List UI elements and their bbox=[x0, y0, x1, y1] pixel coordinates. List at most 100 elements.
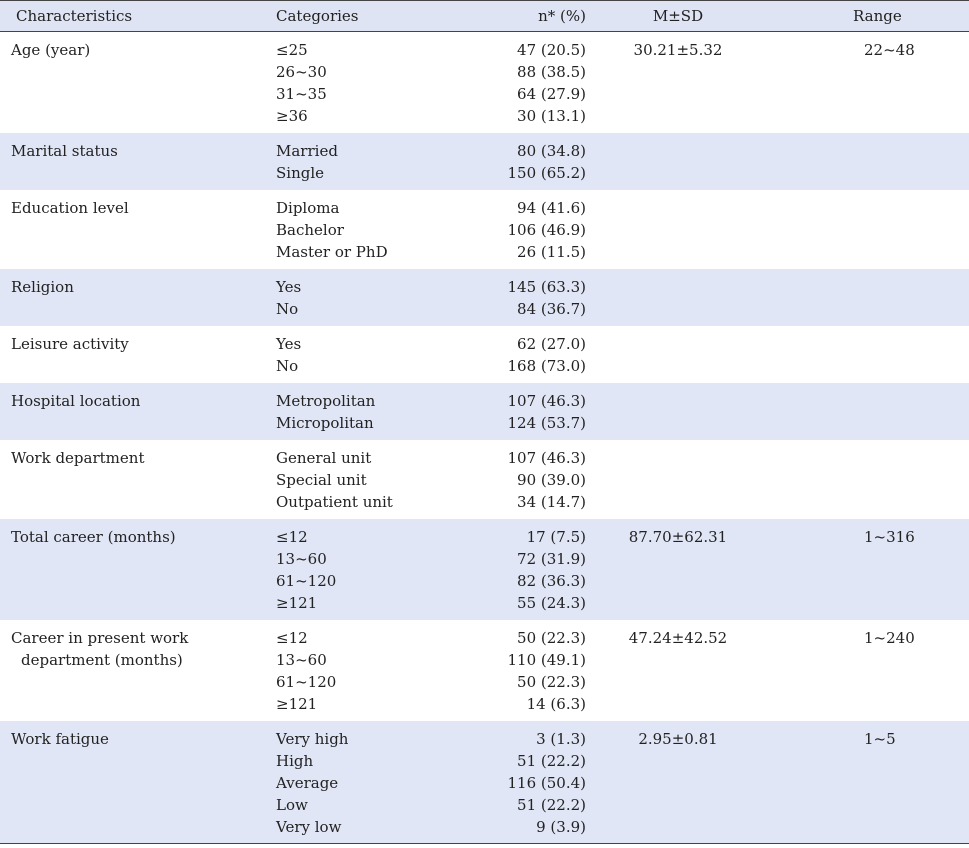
range-value: 1~5 bbox=[864, 730, 896, 748]
category-label: 31~35 bbox=[276, 85, 327, 103]
characteristic-cell: Work department bbox=[0, 447, 270, 519]
n-pct-value: 72 (31.9) bbox=[517, 550, 586, 568]
msd-value bbox=[586, 276, 770, 298]
categories-cell: ≤12 13~60 61~120 ≥121 bbox=[270, 627, 500, 721]
characteristic-label: Total career (months) bbox=[11, 528, 176, 546]
n-pct-value: 124 (53.7) bbox=[507, 414, 586, 432]
n-pct-value: 88 (38.5) bbox=[517, 63, 586, 81]
n-pct-cell: 107 (46.3) 124 (53.7) bbox=[500, 390, 586, 440]
msd-cell bbox=[586, 197, 770, 269]
range-cell bbox=[770, 140, 969, 190]
table-row: Hospital location Metropolitan Micropolita… bbox=[0, 383, 969, 440]
categories-cell: Married Single bbox=[270, 140, 500, 190]
range-value bbox=[864, 140, 969, 162]
msd-value bbox=[586, 333, 770, 355]
n-pct-value: 150 (65.2) bbox=[507, 164, 586, 182]
range-cell: 1~240 bbox=[770, 627, 969, 721]
header-msd: M±SD bbox=[652, 7, 704, 25]
table-row: Age (year) ≤25 26~30 31~35 ≥36 47 (20.5) 88 (3… bbox=[0, 32, 969, 133]
category-label: ≤12 bbox=[276, 629, 308, 647]
table-row: Total career (months) ≤12 13~60 61~120 ≥121 1… bbox=[0, 519, 969, 620]
range-cell bbox=[770, 447, 969, 519]
table-row: Career in present work department (months… bbox=[0, 620, 969, 721]
table-row: Work fatigue Very high High Average Low Very … bbox=[0, 721, 969, 844]
n-pct-cell: 145 (63.3) 84 (36.7) bbox=[500, 276, 586, 326]
characteristic-cell: Hospital location bbox=[0, 390, 270, 440]
msd-cell: 30.21±5.32 bbox=[586, 39, 770, 133]
range-value bbox=[864, 333, 969, 355]
characteristic-cell: Education level bbox=[0, 197, 270, 269]
msd-cell: 2.95±0.81 bbox=[586, 728, 770, 843]
n-pct-cell: 107 (46.3) 90 (39.0) 34 (14.7) bbox=[500, 447, 586, 519]
n-pct-value: 90 (39.0) bbox=[517, 471, 586, 489]
table-body: Age (year) ≤25 26~30 31~35 ≥36 47 (20.5) 88 (3… bbox=[0, 32, 969, 844]
msd-cell bbox=[586, 447, 770, 519]
table-row: Education level Diploma Bachelor Master or … bbox=[0, 190, 969, 269]
category-label: 61~120 bbox=[276, 673, 337, 691]
category-label: ≤12 bbox=[276, 528, 308, 546]
n-pct-value: 94 (41.6) bbox=[517, 199, 586, 217]
characteristic-label: Career in present work bbox=[11, 629, 189, 647]
msd-value: 30.21±5.32 bbox=[633, 41, 723, 59]
n-pct-cell: 62 (27.0) 168 (73.0) bbox=[500, 333, 586, 383]
range-cell bbox=[770, 276, 969, 326]
range-value: 1~316 bbox=[864, 528, 915, 546]
n-pct-value: 64 (27.9) bbox=[517, 85, 586, 103]
n-pct-value: 51 (22.2) bbox=[517, 796, 586, 814]
category-label: 13~60 bbox=[276, 651, 327, 669]
n-pct-value: 116 (50.4) bbox=[507, 774, 586, 792]
n-pct-cell: 94 (41.6) 106 (46.9) 26 (11.5) bbox=[500, 197, 586, 269]
n-pct-cell: 80 (34.8) 150 (65.2) bbox=[500, 140, 586, 190]
msd-value bbox=[586, 140, 770, 162]
characteristic-cell: Total career (months) bbox=[0, 526, 270, 620]
n-pct-cell: 3 (1.3) 51 (22.2) 116 (50.4) 51 (22.2) 9 (3.… bbox=[500, 728, 586, 843]
category-label: ≤25 bbox=[276, 41, 308, 59]
characteristic-cell: Religion bbox=[0, 276, 270, 326]
n-pct-value: 168 (73.0) bbox=[507, 357, 586, 375]
categories-cell: Diploma Bachelor Master or PhD bbox=[270, 197, 500, 269]
range-cell bbox=[770, 333, 969, 383]
table-row: Religion Yes No 145 (63.3) 84 (36.7) bbox=[0, 269, 969, 326]
range-cell bbox=[770, 197, 969, 269]
msd-value: 2.95±0.81 bbox=[638, 730, 718, 748]
characteristic-cell: Marital status bbox=[0, 140, 270, 190]
category-label: Single bbox=[276, 164, 325, 182]
category-label: Micropolitan bbox=[276, 414, 374, 432]
characteristic-cell: Career in present work department (months… bbox=[0, 627, 270, 721]
msd-value bbox=[586, 197, 770, 219]
category-label: 26~30 bbox=[276, 63, 327, 81]
category-label: Low bbox=[276, 796, 308, 814]
range-value: 1~240 bbox=[864, 629, 915, 647]
category-label: No bbox=[276, 300, 299, 318]
category-label: Bachelor bbox=[276, 221, 344, 239]
characteristic-cell: Leisure activity bbox=[0, 333, 270, 383]
n-pct-value: 51 (22.2) bbox=[517, 752, 586, 770]
category-label: Married bbox=[276, 142, 338, 160]
n-pct-value: 9 (3.9) bbox=[536, 818, 586, 836]
category-label: Very low bbox=[276, 818, 342, 836]
characteristic-label: Religion bbox=[11, 278, 74, 296]
categories-cell: Very high High Average Low Very low bbox=[270, 728, 500, 843]
characteristic-label: Education level bbox=[11, 199, 129, 217]
n-pct-value: 50 (22.3) bbox=[517, 673, 586, 691]
category-label: Average bbox=[276, 774, 339, 792]
n-pct-cell: 47 (20.5) 88 (38.5) 64 (27.9) 30 (13.1) bbox=[500, 39, 586, 133]
category-label: Metropolitan bbox=[276, 392, 376, 410]
characteristic-label: Leisure activity bbox=[11, 335, 129, 353]
n-pct-value: 62 (27.0) bbox=[517, 335, 586, 353]
category-label: ≥121 bbox=[276, 594, 318, 612]
n-pct-value: 34 (14.7) bbox=[517, 493, 586, 511]
category-label: Very high bbox=[276, 730, 349, 748]
n-pct-value: 84 (36.7) bbox=[517, 300, 586, 318]
range-value bbox=[864, 390, 969, 412]
category-label: General unit bbox=[276, 449, 372, 467]
n-pct-value: 26 (11.5) bbox=[517, 243, 586, 261]
categories-cell: Metropolitan Micropolitan bbox=[270, 390, 500, 440]
n-pct-value: 106 (46.9) bbox=[507, 221, 586, 239]
header-categories: Categories bbox=[276, 7, 359, 25]
n-pct-cell: 50 (22.3) 110 (49.1) 50 (22.3) 14 (6.3) bbox=[500, 627, 586, 721]
table-row: Marital status Married Single 80 (34.8) 150 … bbox=[0, 133, 969, 190]
n-pct-value: 14 (6.3) bbox=[526, 695, 586, 713]
n-pct-value: 145 (63.3) bbox=[507, 278, 586, 296]
